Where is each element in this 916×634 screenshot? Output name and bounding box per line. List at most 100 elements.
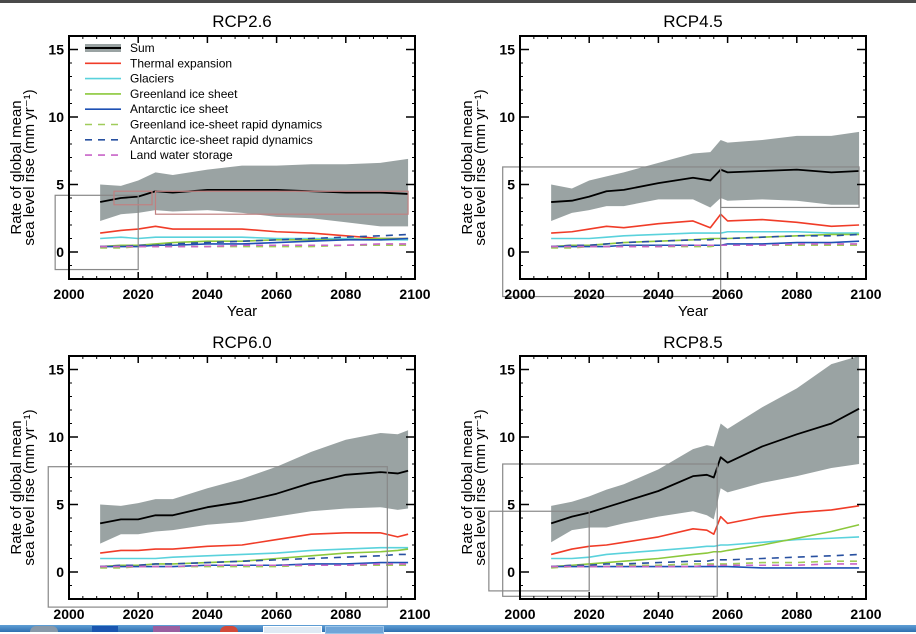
x-tick-label: 2100: [850, 286, 881, 302]
x-tick-label: 2000: [53, 606, 84, 622]
series-glaciers: [100, 236, 409, 241]
annotation-box: [502, 463, 718, 597]
y-tick-label: 5: [507, 177, 515, 193]
x-tick-label: 2060: [712, 606, 743, 622]
annotation-box: [113, 190, 153, 206]
series-thermal-expansion: [550, 505, 860, 556]
y-axis-label-line2: sea level rise (mm yr⁻¹): [21, 409, 38, 565]
x-tick-label: 2080: [781, 286, 812, 302]
chart-panel-rcp4-5: 2000 2020 2040 2060 2080 2100 0 5 10 15 RCP4.5 Year…: [459, 12, 882, 320]
y-tick-label: 10: [499, 429, 515, 445]
series-sum: [99, 188, 409, 203]
x-tick-label: 2100: [399, 286, 430, 302]
x-tick-label: 2020: [123, 606, 154, 622]
x-tick-label: 2040: [643, 606, 674, 622]
series-land-water-storage: [551, 563, 860, 568]
window-top-bar: [0, 0, 916, 3]
y-axis-label-line1: Rate of global mean: [459, 420, 476, 554]
legend-label: Land water storage: [130, 148, 233, 162]
annotation-box: [47, 466, 388, 608]
y-tick-label: 10: [499, 109, 515, 125]
taskbar-item[interactable]: [325, 626, 384, 634]
sum-range-band: [551, 356, 860, 543]
series-greenland-ice-sheet: [100, 548, 409, 568]
series-antarctic-ice-sheet-rapid-dynamics: [551, 553, 860, 568]
x-tick-label: 2080: [330, 286, 361, 302]
x-tick-label: 2060: [261, 286, 292, 302]
x-tick-label: 2100: [399, 606, 430, 622]
series-sum: [550, 407, 860, 525]
y-axis-label-line2: sea level rise (mm yr⁻¹): [21, 89, 38, 245]
legend-item: Glaciers: [85, 72, 174, 86]
series-glaciers: [551, 230, 860, 240]
series-land-water-storage: [551, 243, 860, 248]
taskbar-item-active[interactable]: [263, 626, 322, 634]
chart-panel-rcp6-0: 2000 2020 2040 2060 2080 2100 0 5 10 15 RCP6.0 Rate…: [8, 333, 431, 622]
annotation-box: [502, 166, 722, 298]
plot-area: [99, 158, 409, 249]
series-glaciers: [551, 536, 860, 560]
series-thermal-expansion: [551, 213, 860, 234]
y-tick-label: 5: [56, 497, 64, 513]
taskbar-item[interactable]: [30, 626, 58, 632]
sum-range-band: [551, 131, 860, 221]
y-axis-label-line1: Rate of global mean: [459, 100, 476, 234]
taskbar: [0, 625, 916, 634]
x-tick-label: 2040: [192, 286, 223, 302]
x-tick-label: 2080: [781, 606, 812, 622]
legend-label: Greenland ice sheet: [130, 87, 238, 101]
legend-label: Antarctic ice-sheet rapid dynamics: [130, 133, 313, 147]
legend-label: Sum: [130, 41, 155, 55]
plot-area: [550, 356, 860, 569]
y-tick-label: 0: [56, 564, 64, 580]
legend-item: Thermal expansion: [85, 56, 232, 70]
y-axis-label-line1: Rate of global mean: [8, 420, 25, 554]
y-tick-label: 5: [507, 497, 515, 513]
taskbar-item[interactable]: [153, 626, 180, 632]
series-greenland-ice-sheet: [551, 523, 860, 568]
x-axis-label: Year: [678, 303, 708, 320]
x-tick-label: 2080: [330, 606, 361, 622]
y-tick-label: 0: [507, 244, 515, 260]
plot-area: [99, 430, 409, 569]
sum-range-band: [100, 158, 409, 227]
x-tick-label: 2020: [574, 286, 605, 302]
x-tick-label: 2060: [712, 286, 743, 302]
series-antarctic-ice-sheet-rapid-dynamics: [100, 233, 409, 248]
x-axis-label: Year: [227, 303, 257, 320]
legend-label: Antarctic ice sheet: [130, 102, 229, 116]
plot-area: [551, 131, 860, 249]
series-land-water-storage: [100, 243, 409, 248]
series-glaciers: [100, 546, 409, 560]
legend-label: Glaciers: [130, 72, 174, 86]
y-tick-label: 0: [507, 564, 515, 580]
x-tick-label: 2040: [643, 286, 674, 302]
annotation-box: [154, 190, 409, 215]
taskbar-item[interactable]: [92, 626, 118, 632]
y-axis-label-line2: sea level rise (mm yr⁻¹): [472, 89, 489, 245]
taskbar-item[interactable]: [220, 626, 238, 632]
series-antarctic-ice-sheet-rapid-dynamics: [551, 233, 860, 248]
chart-title: RCP2.6: [212, 12, 272, 31]
legend-item: Land water storage: [85, 148, 233, 162]
y-tick-label: 0: [56, 244, 64, 260]
legend-item: Sum: [85, 41, 155, 55]
series-antarctic-ice-sheet: [551, 565, 860, 569]
y-tick-label: 15: [499, 42, 515, 58]
y-tick-label: 10: [48, 109, 64, 125]
plot-frame: [68, 35, 416, 280]
x-tick-label: 2060: [261, 606, 292, 622]
series-antarctic-ice-sheet: [100, 561, 409, 568]
x-tick-label: 2040: [192, 606, 223, 622]
chart-title: RCP6.0: [212, 333, 272, 352]
chart-panel-rcp2-6: 2000 2020 2040 2060 2080 2100 0 5 10 15 RCP2.6 Year…: [8, 12, 431, 320]
annotation-box: [720, 166, 860, 209]
y-axis-label-line1: Rate of global mean: [8, 100, 25, 234]
x-tick-label: 2100: [850, 606, 881, 622]
y-tick-label: 15: [48, 42, 64, 58]
legend-item: Greenland ice-sheet rapid dynamics: [85, 118, 322, 132]
y-axis-label-line2: sea level rise (mm yr⁻¹): [472, 409, 489, 565]
x-tick-label: 2020: [574, 606, 605, 622]
series-thermal-expansion: [100, 532, 409, 554]
